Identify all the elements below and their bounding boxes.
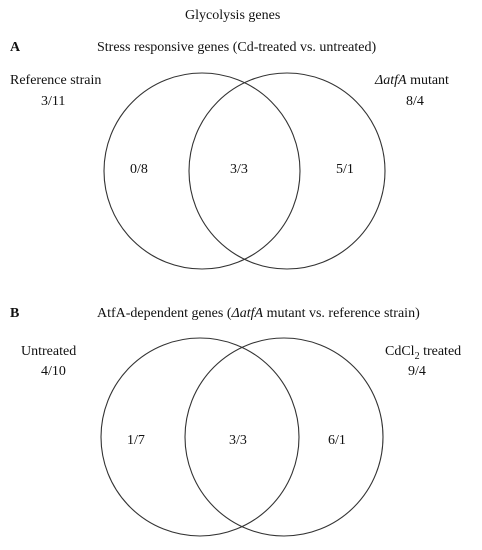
figure-title: Glycolysis genes — [185, 8, 281, 23]
panel-a-left-total: 3/11 — [41, 94, 66, 109]
panel-b-left-only: 1/7 — [127, 433, 145, 448]
panel-b-right-total: 9/4 — [408, 364, 426, 379]
panel-a-right-only: 5/1 — [336, 162, 354, 177]
panel-a-letter: A — [10, 40, 21, 55]
panel-b-left-total: 4/10 — [41, 364, 66, 379]
panel-a-left-only: 0/8 — [130, 162, 148, 177]
panel-a-left-circle — [103, 72, 301, 270]
panel-a-right-label: ΔatfA mutant — [375, 73, 449, 88]
panel-b-right-circle — [184, 337, 384, 537]
panel-a-heading: Stress responsive genes (Cd-treated vs. … — [97, 40, 377, 55]
panel-a-right-circle — [188, 72, 386, 270]
panel-b-heading: AtfA-dependent genes (ΔatfA mutant vs. r… — [97, 306, 420, 321]
panel-a-left-label: Reference strain — [10, 73, 102, 88]
panel-b-letter: B — [10, 306, 20, 321]
panel-b-left-circle — [100, 337, 300, 537]
panel-a-right-total: 8/4 — [406, 94, 424, 109]
panel-b-overlap: 3/3 — [229, 433, 247, 448]
panel-b-right-label: CdCl2 treated — [385, 344, 462, 362]
panel-b-right-only: 6/1 — [328, 433, 346, 448]
panel-a-overlap: 3/3 — [230, 162, 248, 177]
panel-b-left-label: Untreated — [21, 344, 77, 359]
